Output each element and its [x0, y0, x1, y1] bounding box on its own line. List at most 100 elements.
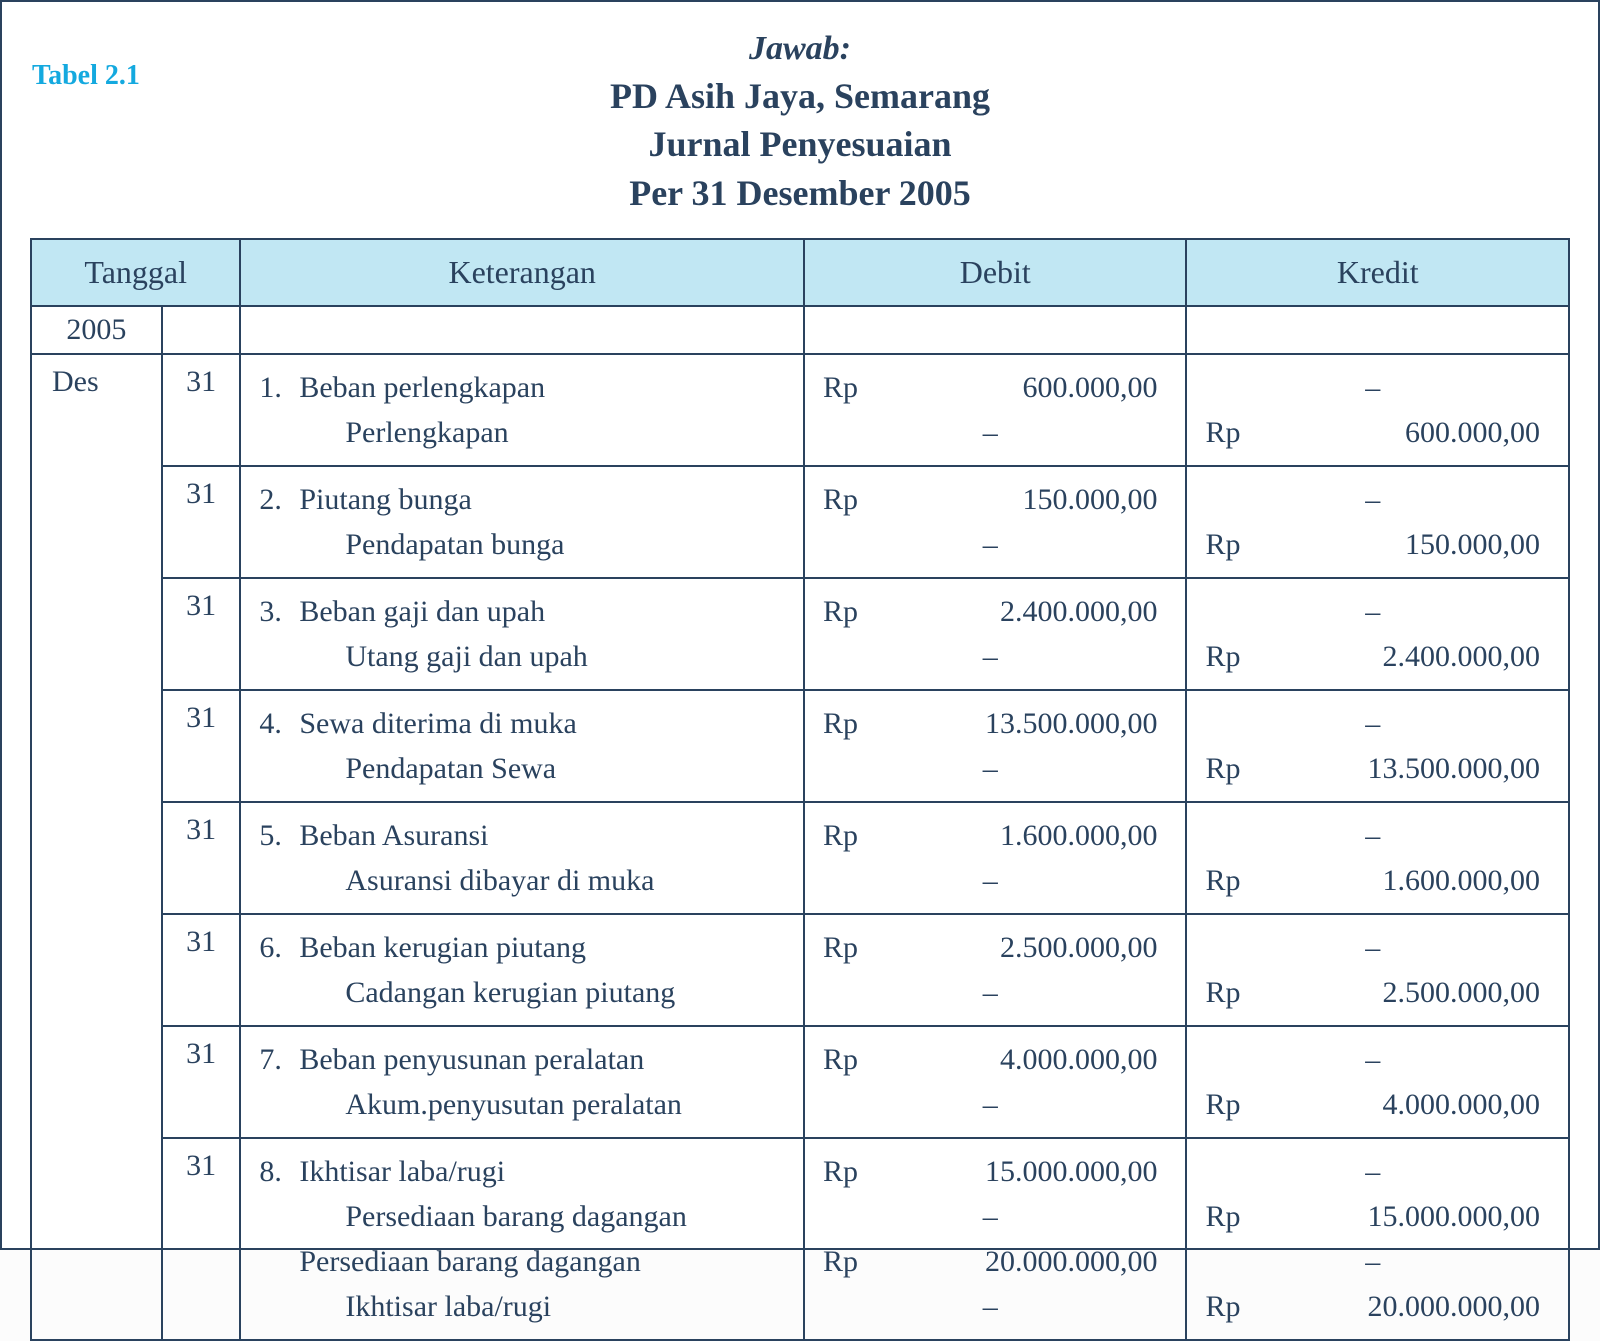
amount-dash: – — [1365, 477, 1380, 522]
kredit-cell: –Rp15.000.000,00–Rp20.000.000,00 — [1186, 1138, 1569, 1340]
day-cell: 31 — [162, 1138, 241, 1340]
amount-dash: – — [983, 1194, 998, 1239]
amount-line: Rp600.000,00 — [823, 365, 1157, 410]
table-row: 316.Beban kerugian piutangCadangan kerug… — [31, 914, 1569, 1026]
amount-line: – — [1205, 1239, 1540, 1284]
debit-cell: Rp4.000.000,00– — [804, 1026, 1186, 1138]
kredit-cell: –Rp1.600.000,00 — [1186, 802, 1569, 914]
currency-label: Rp — [1205, 970, 1240, 1015]
table-row: 312.Piutang bungaPendapatan bungaRp150.0… — [31, 466, 1569, 578]
kredit-cell: –Rp4.000.000,00 — [1186, 1026, 1569, 1138]
table-body: 2005Des311.Beban perlengkapanPerlengkapa… — [31, 306, 1569, 1340]
amount-line: Rp20.000.000,00 — [1205, 1284, 1540, 1329]
amount-value: 600.000,00 — [1405, 410, 1540, 455]
journal-table: Tanggal Keterangan Debit Kredit 2005Des3… — [30, 238, 1570, 1341]
amount-line: Rp2.400.000,00 — [823, 589, 1157, 634]
amount-dash: – — [1365, 1239, 1380, 1284]
heading-jawab: Jawab: — [30, 26, 1570, 72]
kredit-cell: – Rp 150.000,00 — [1186, 466, 1569, 578]
day-cell: 31 — [162, 578, 241, 690]
debit-cell: Rp150.000,00– — [804, 466, 1186, 578]
entry-text: Pendapatan bunga — [299, 522, 791, 567]
amount-dash: – — [1365, 701, 1380, 746]
entry-text: Beban kerugian piutang — [299, 925, 791, 970]
amount-line: – — [823, 634, 1157, 679]
description-line: Perlengkapan — [259, 410, 791, 455]
currency-label: Rp — [1205, 522, 1240, 567]
entry-text: Asuransi dibayar di muka — [299, 858, 791, 903]
amount-line: – — [823, 410, 1157, 455]
entry-text: Beban perlengkapan — [299, 365, 791, 410]
amount-line: Rp150.000,00 — [823, 477, 1157, 522]
amount-line: Rp 2.500.000,00 — [1205, 970, 1540, 1015]
amount-line: Rp20.000.000,00 — [823, 1239, 1157, 1284]
table-row: 317.Beban penyusunan peralatanAkum.penyu… — [31, 1026, 1569, 1138]
document-page: Tabel 2.1 Jawab: PD Asih Jaya, Semarang … — [0, 0, 1600, 1250]
kredit-cell: – Rp 2.500.000,00 — [1186, 914, 1569, 1026]
description-line: 3.Beban gaji dan upah — [259, 589, 791, 634]
table-row: 313.Beban gaji dan upahUtang gaji dan up… — [31, 578, 1569, 690]
description-line: 1.Beban perlengkapan — [259, 365, 791, 410]
amount-line: Rp4.000.000,00 — [823, 1037, 1157, 1082]
amount-line: – — [823, 970, 1157, 1015]
amount-line: – — [823, 522, 1157, 567]
day-cell: 31 — [162, 914, 241, 1026]
amount-value: 600.000,00 — [1022, 365, 1157, 410]
day-cell: 31 — [162, 1026, 241, 1138]
amount-value: 150.000,00 — [1022, 477, 1157, 522]
amount-dash: – — [1365, 925, 1380, 970]
amount-line: – — [823, 1194, 1157, 1239]
entry-text: Perlengkapan — [299, 410, 791, 455]
currency-label: Rp — [823, 1037, 858, 1082]
amount-value: 2.400.000,00 — [1383, 634, 1541, 679]
entry-number: 1. — [259, 365, 299, 410]
table-label: Tabel 2.1 — [32, 60, 140, 92]
debit-cell: Rp15.000.000,00–Rp20.000.000,00– — [804, 1138, 1186, 1340]
amount-value: 15.000.000,00 — [1368, 1194, 1541, 1239]
amount-line: – — [1205, 1037, 1540, 1082]
heading-company: PD Asih Jaya, Semarang — [30, 72, 1570, 121]
kredit-cell: –Rp600.000,00 — [1186, 354, 1569, 466]
description-cell: 5.Beban AsuransiAsuransi dibayar di muka — [240, 802, 804, 914]
description-line: Cadangan kerugian piutang — [259, 970, 791, 1015]
table-row: Des311.Beban perlengkapanPerlengkapanRp6… — [31, 354, 1569, 466]
amount-dash: – — [983, 410, 998, 455]
heading-period: Per 31 Desember 2005 — [30, 169, 1570, 218]
currency-label: Rp — [823, 701, 858, 746]
currency-label: Rp — [823, 925, 858, 970]
debit-cell: Rp2.500.000,00– — [804, 914, 1186, 1026]
amount-value: 150.000,00 — [1405, 522, 1540, 567]
amount-line: Rp600.000,00 — [1205, 410, 1540, 455]
amount-line: Rp 2.400.000,00 — [1205, 634, 1540, 679]
amount-value: 4.000.000,00 — [1383, 1082, 1541, 1127]
amount-line: – — [1205, 925, 1540, 970]
table-header: Tanggal Keterangan Debit Kredit — [31, 239, 1569, 306]
amount-value: 13.500.000,00 — [985, 701, 1158, 746]
description-line: Pendapatan Sewa — [259, 746, 791, 791]
year-row: 2005 — [31, 306, 1569, 354]
amount-value: 2.500.000,00 — [1383, 970, 1541, 1015]
amount-line: – — [1205, 813, 1540, 858]
amount-value: 1.600.000,00 — [1000, 813, 1158, 858]
description-line: 2.Piutang bunga — [259, 477, 791, 522]
currency-label: Rp — [823, 1239, 858, 1284]
description-cell: 6.Beban kerugian piutangCadangan kerugia… — [240, 914, 804, 1026]
amount-line: Rp2.500.000,00 — [823, 925, 1157, 970]
col-kredit: Kredit — [1186, 239, 1569, 306]
day-cell: 31 — [162, 802, 241, 914]
amount-line: – — [1205, 701, 1540, 746]
day-cell: 31 — [162, 354, 241, 466]
entry-text: Beban penyusunan peralatan — [299, 1037, 791, 1082]
description-cell: 8.Ikhtisar laba/rugiPersediaan barang da… — [240, 1138, 804, 1340]
entry-number: 4. — [259, 701, 299, 746]
description-line: 5.Beban Asuransi — [259, 813, 791, 858]
entry-number: 6. — [259, 925, 299, 970]
table-row: 314.Sewa diterima di mukaPendapatan Sewa… — [31, 690, 1569, 802]
heading-title: Jurnal Penyesuaian — [30, 120, 1570, 169]
kredit-cell: –Rp13.500.000,00 — [1186, 690, 1569, 802]
currency-label: Rp — [1205, 634, 1240, 679]
amount-dash: – — [983, 522, 998, 567]
empty-cell — [1186, 306, 1569, 354]
description-line: Asuransi dibayar di muka — [259, 858, 791, 903]
amount-dash: – — [1365, 1149, 1380, 1194]
